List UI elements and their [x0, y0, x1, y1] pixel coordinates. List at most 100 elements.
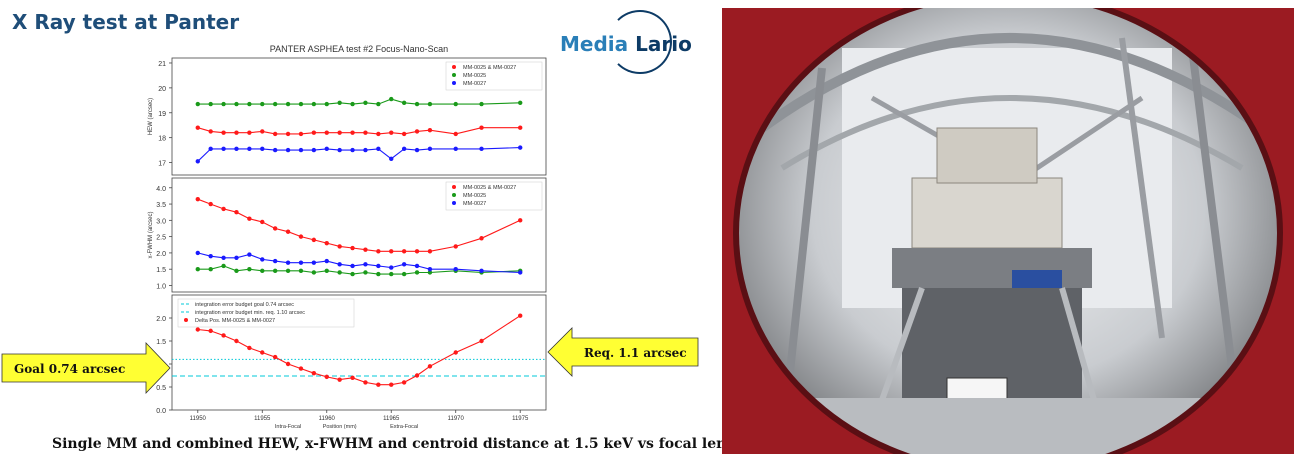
data-point-fwhm-0 — [427, 249, 433, 254]
legend-marker-hew — [452, 81, 456, 85]
legend-box-hew — [445, 61, 543, 91]
data-point-fwhm-0 — [195, 196, 200, 202]
x-axis-label-part: Position (mm) — [323, 424, 357, 430]
data-point-hew-1 — [414, 101, 420, 107]
y-tick-label-fwhm: 4.0 — [156, 186, 166, 193]
data-point-hew-2 — [234, 146, 239, 152]
y-tick-label-hew: 19 — [158, 111, 166, 118]
data-point-hew-1 — [350, 101, 355, 107]
data-point-centroid-0 — [350, 375, 355, 380]
legend-marker-fwhm — [452, 193, 456, 197]
data-point-hew-1 — [272, 101, 278, 107]
x-axis-label-part: Extra-Focal — [390, 424, 418, 430]
y-tick-label-centroid: 1.5 — [156, 339, 166, 346]
x-tick-label: 11975 — [512, 416, 529, 422]
data-point-hew-2 — [324, 146, 329, 152]
data-point-fwhm-0 — [363, 247, 368, 252]
data-point-hew-2 — [518, 145, 523, 150]
data-point-fwhm-0 — [376, 249, 381, 254]
data-point-centroid-0 — [363, 380, 368, 385]
data-point-fwhm-1 — [272, 268, 278, 274]
data-point-fwhm-0 — [479, 236, 484, 241]
legend-label-centroid: integration error budget goal 0.74 arcse… — [195, 302, 294, 308]
data-point-fwhm-2 — [272, 258, 278, 264]
data-point-hew-0 — [389, 130, 394, 135]
data-point-fwhm-0 — [260, 219, 265, 225]
data-point-fwhm-1 — [195, 267, 200, 272]
data-point-fwhm-2 — [285, 260, 291, 265]
data-point-fwhm-0 — [350, 245, 355, 251]
data-point-fwhm-2 — [363, 262, 368, 267]
data-point-fwhm-1 — [324, 268, 329, 274]
data-point-hew-2 — [260, 146, 265, 152]
legend-marker-fwhm — [452, 185, 456, 189]
series-line-centroid-0 — [197, 315, 521, 386]
data-point-fwhm-0 — [414, 249, 420, 254]
data-point-fwhm-1 — [285, 268, 291, 274]
data-point-hew-0 — [272, 131, 278, 137]
data-point-hew-2 — [247, 146, 252, 152]
x-tick-label: 11960 — [319, 416, 336, 422]
data-point-centroid-0 — [247, 345, 252, 351]
data-point-fwhm-2 — [247, 252, 252, 257]
data-point-fwhm-2 — [414, 263, 420, 269]
data-point-fwhm-2 — [234, 255, 239, 260]
data-point-hew-1 — [337, 100, 342, 106]
data-point-centroid-0 — [311, 371, 317, 376]
data-point-fwhm-0 — [208, 201, 213, 207]
legend-marker-hew — [452, 73, 456, 77]
data-point-hew-0 — [298, 131, 304, 137]
data-point-hew-0 — [234, 130, 239, 135]
legend-label-centroid: Delta Pos. MM-0025 & MM-0027 — [195, 318, 275, 324]
data-point-hew-0 — [376, 131, 381, 137]
legend-marker-fwhm — [452, 201, 456, 205]
data-point-fwhm-2 — [324, 258, 329, 264]
data-point-hew-2 — [401, 146, 407, 152]
lab-photo-svg — [722, 8, 1294, 454]
data-point-hew-1 — [221, 101, 226, 107]
legend-label-hew: MM-0025 & MM-0027 — [463, 65, 516, 71]
data-point-fwhm-2 — [453, 267, 458, 272]
req-callout-arrow — [547, 327, 699, 377]
slide-title: X Ray test at Panter — [12, 10, 240, 34]
x-axis-label-part: Intra-Focal — [275, 424, 301, 430]
data-point-fwhm-2 — [479, 268, 484, 274]
series-line-fwhm-2 — [197, 252, 521, 274]
data-point-hew-0 — [401, 131, 407, 137]
series-line-hew-0 — [197, 127, 521, 135]
y-tick-label-fwhm: 3.0 — [156, 218, 166, 225]
data-point-hew-1 — [208, 101, 213, 107]
legend-label-hew: MM-0025 — [463, 73, 486, 79]
slide-caption: Single MM and combined HEW, x-FWHM and c… — [52, 436, 753, 452]
x-tick-label: 11970 — [448, 416, 465, 422]
data-point-hew-0 — [247, 130, 252, 135]
data-point-centroid-0 — [376, 382, 381, 387]
data-point-hew-1 — [518, 100, 523, 106]
data-point-centroid-0 — [298, 366, 304, 371]
data-point-hew-1 — [311, 101, 317, 107]
data-point-hew-1 — [401, 100, 407, 106]
data-point-hew-2 — [311, 147, 317, 153]
x-tick-label: 11955 — [254, 416, 271, 422]
legend-marker-centroid — [184, 318, 188, 322]
legend-label-hew: MM-0027 — [463, 81, 486, 87]
y-tick-label-hew: 17 — [158, 161, 166, 168]
series-line-fwhm-1 — [197, 265, 521, 275]
y-tick-label-fwhm: 1.0 — [156, 283, 166, 290]
data-point-hew-1 — [453, 101, 458, 107]
data-point-hew-0 — [324, 130, 329, 135]
data-point-hew-1 — [298, 101, 304, 107]
data-point-fwhm-1 — [401, 271, 407, 277]
data-point-centroid-0 — [324, 374, 329, 380]
data-point-centroid-0 — [221, 333, 226, 338]
data-point-fwhm-1 — [414, 270, 420, 275]
data-point-hew-0 — [363, 130, 368, 135]
data-point-hew-1 — [234, 101, 239, 107]
data-point-fwhm-0 — [337, 244, 342, 249]
data-point-hew-0 — [350, 130, 355, 135]
y-tick-label-fwhm: 3.5 — [156, 202, 166, 209]
data-point-hew-2 — [376, 146, 381, 152]
data-point-fwhm-2 — [389, 265, 394, 270]
data-point-fwhm-0 — [298, 234, 304, 239]
legend-box-centroid — [177, 298, 355, 328]
